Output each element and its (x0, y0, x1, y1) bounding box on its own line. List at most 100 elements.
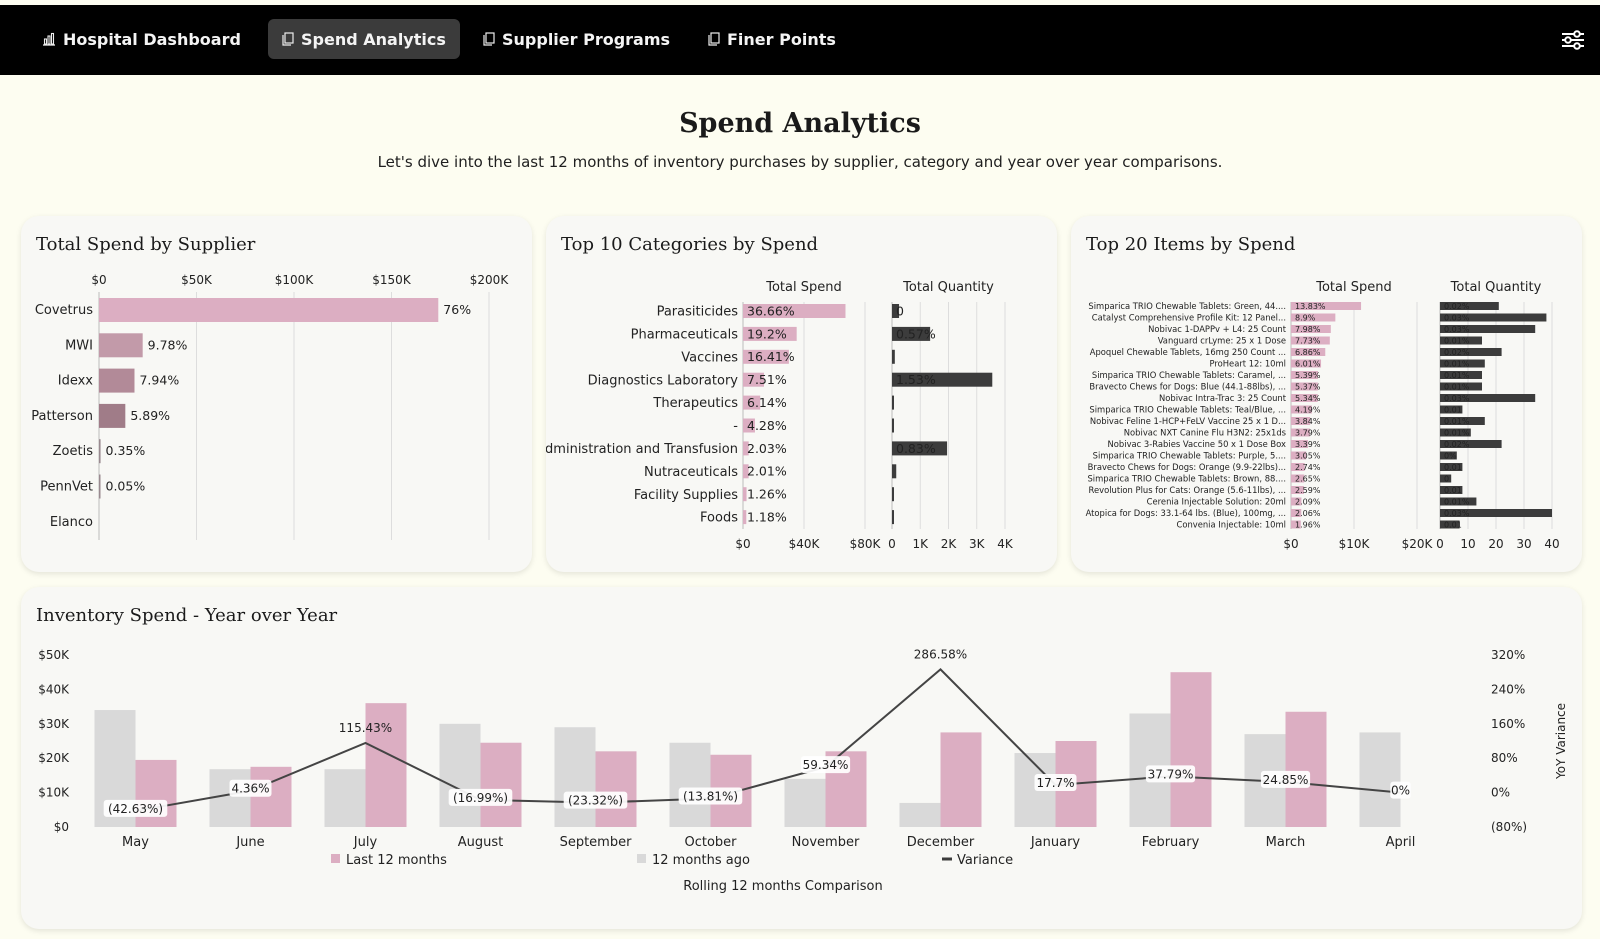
y2-tick-label: 80% (1491, 751, 1518, 765)
data-label: 7.94% (139, 373, 179, 388)
label-bg (1390, 781, 1411, 799)
bar (1440, 394, 1536, 402)
data-label: 0.01% (1444, 371, 1470, 380)
item-spend-card: Top 20 Items by Spend Total Spend Total Q… (1071, 216, 1582, 572)
nav-label: Hospital Dashboard (63, 29, 241, 49)
data-label: 9.78% (148, 337, 188, 352)
data-label: 5.89% (130, 408, 170, 423)
data-label: 1.53% (896, 372, 936, 387)
data-label: 115.43% (339, 721, 392, 735)
data-label: 24.85% (1263, 773, 1309, 787)
x-tick-label: August (458, 835, 504, 850)
category-label: Administration and Transfusion (546, 442, 738, 457)
bar (1291, 428, 1310, 437)
data-label: (23.32%) (568, 794, 623, 808)
label-bg (103, 799, 168, 817)
data-label: 2.01% (747, 464, 787, 479)
bar (892, 464, 897, 479)
data-label: 2.06% (1295, 509, 1321, 518)
data-label: 2.03% (747, 441, 787, 456)
item-spend-chart: Total Spend Total Quantity$0 $10K $20K 0 10 20… (1086, 280, 1560, 551)
bar (1440, 451, 1457, 460)
bar (1440, 336, 1482, 345)
data-label: 0.03% (1444, 394, 1470, 403)
data-label: 13.83% (1295, 302, 1326, 311)
data-label: 2.09% (1295, 497, 1321, 506)
y2-tick-label: 240% (1491, 682, 1525, 696)
category-label: Idexx (58, 374, 94, 389)
category-label: Nobivac 1-DAPPv + L4: 25 Count (1148, 324, 1287, 334)
bar (1291, 497, 1302, 506)
x-tick-label: 10 (1460, 537, 1475, 551)
nav-hospital-dashboard[interactable]: Hospital Dashboard (28, 19, 255, 59)
bar (1291, 440, 1308, 448)
x-tick-label: October (684, 835, 737, 850)
bar (1440, 405, 1463, 414)
bar-last-12-months (1285, 711, 1327, 827)
data-label: 4.36% (231, 782, 269, 796)
nav-supplier-programs[interactable]: Supplier Programs (469, 19, 684, 59)
data-label: 0.01% (1444, 359, 1470, 368)
x-tick-label: 40 (1544, 537, 1559, 551)
category-spend-card: Top 10 Categories by Spend Total Spend To… (546, 216, 1057, 572)
y-tick-label: $20K (38, 751, 70, 765)
x-tick-label: April (1386, 835, 1416, 850)
bar (892, 326, 931, 341)
category-label: Diagnostics Laboratory (588, 373, 739, 388)
data-label: 8.9% (1295, 313, 1316, 322)
category-label: Simparica TRIO Chewable Tablets: Teal/Bl… (1089, 404, 1286, 414)
x-tick-label: February (1142, 835, 1200, 850)
data-label: 3.79% (1295, 428, 1321, 437)
data-label: 6.14% (747, 395, 787, 410)
sliders-icon[interactable] (1560, 29, 1586, 51)
nav-label: Supplier Programs (502, 29, 671, 49)
data-label: 0.35% (106, 443, 146, 458)
bar-12-months-ago (324, 769, 366, 827)
label-bg (229, 779, 272, 797)
category-label: Nobivac Intra-Trac 3: 25 Count (1159, 393, 1287, 403)
x-tick-label: $100K (275, 273, 315, 287)
nav-finer-points[interactable]: Finer Points (694, 19, 850, 59)
bar (1440, 474, 1452, 483)
category-label: - (733, 419, 738, 434)
data-label: 0.02% (1444, 302, 1470, 311)
yoy-spend-card: Inventory Spend - Year over Year $0 $10K $… (21, 587, 1582, 929)
data-label: 6.86% (1295, 348, 1321, 357)
supplier-spend-chart: $0 $50K $100K $150K $200K Covetrus 76% MWI 9.78%… (31, 273, 509, 540)
bar-last-12-months (135, 759, 177, 827)
category-label: Simparica TRIO Chewable Tablets: Green, … (1088, 301, 1286, 311)
bar (743, 395, 761, 410)
data-label: 0.01% (1444, 428, 1470, 437)
data-label: 59.34% (803, 758, 849, 772)
data-label: 0.57% (896, 326, 936, 341)
page-title: Spend Analytics (679, 108, 921, 139)
data-label: 6.01% (1295, 359, 1321, 368)
category-label: Zoetis (53, 444, 94, 459)
x-tick-label: December (907, 835, 975, 850)
nav-spend-analytics[interactable]: Spend Analytics (268, 19, 460, 59)
legend-swatch (331, 854, 340, 863)
label-bg (800, 756, 851, 774)
bar (1291, 336, 1330, 345)
card-title: Top 20 Items by Spend (1086, 234, 1296, 255)
category-label: Simparica TRIO Chewable Tablets: Caramel… (1092, 370, 1286, 380)
x-tick-label: 0 (888, 537, 896, 551)
data-label: (13.81%) (683, 790, 738, 804)
category-label: Apoquel Chewable Tablets, 16mg 250 Count… (1090, 347, 1286, 357)
category-label: Revolution Plus for Cats: Orange (5.6-11… (1089, 485, 1286, 495)
y-tick-label: $40K (38, 682, 70, 696)
bar (892, 395, 894, 410)
bar (1291, 394, 1318, 402)
page-subtitle: Let's dive into the last 12 months of in… (377, 153, 1223, 171)
bar (1440, 509, 1552, 517)
bar (1440, 520, 1460, 529)
category-label: Nobivac 3-Rabies Vaccine 50 x 1 Dose Box (1108, 439, 1286, 449)
category-label: PennVet (40, 480, 93, 495)
data-label: 0.01% (1444, 382, 1470, 391)
x-tick-label: June (235, 835, 264, 850)
data-label: 0.03% (1444, 509, 1470, 518)
data-label: 0.01% (1444, 336, 1470, 345)
bar (99, 333, 143, 358)
data-label: 286.58% (914, 647, 967, 661)
bar (743, 326, 797, 341)
